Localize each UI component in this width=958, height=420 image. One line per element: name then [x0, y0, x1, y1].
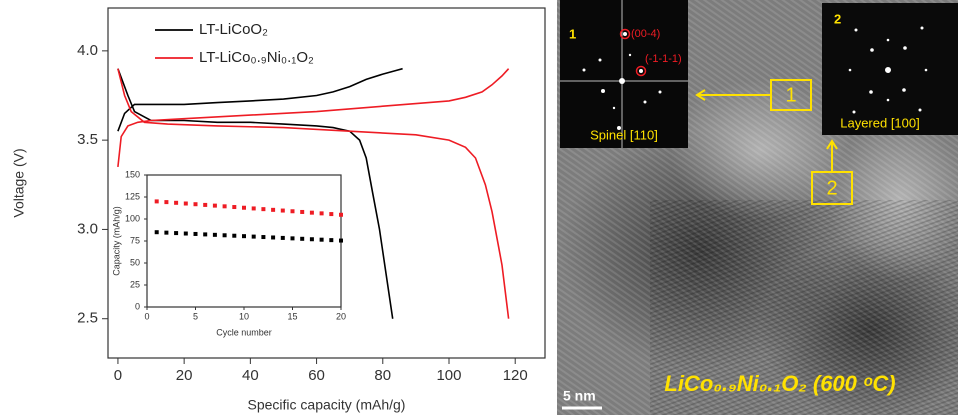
fft-inset-1: 1 (00-4) (-1-1-1) Spinel [110] — [560, 0, 688, 148]
data-point — [281, 236, 285, 240]
y-tick-label: 3.5 — [77, 131, 98, 148]
fft-caption: Spinel [110] — [590, 127, 658, 142]
data-point — [194, 202, 198, 206]
x-tick-label: 80 — [374, 367, 391, 384]
y-tick-label: 50 — [130, 257, 140, 267]
y-tick-label: 2.5 — [77, 310, 98, 327]
data-point — [223, 233, 227, 237]
data-point — [329, 212, 333, 216]
data-point — [261, 207, 265, 211]
data-point — [261, 235, 265, 239]
data-point — [213, 233, 217, 237]
data-point — [242, 234, 246, 238]
scale-label: 5 nm — [563, 388, 596, 404]
data-point — [271, 235, 275, 239]
callout-label: 2 — [826, 177, 837, 199]
data-point — [232, 205, 236, 209]
data-point — [310, 237, 314, 241]
data-point — [184, 232, 188, 236]
data-point — [291, 209, 295, 213]
x-tick-label: 5 — [193, 312, 198, 322]
figure: 1 (00-4) (-1-1-1) Spinel [110] 2 Layered… — [0, 0, 958, 415]
x-tick-label: 40 — [242, 367, 259, 384]
data-point — [252, 206, 256, 210]
data-point — [320, 238, 324, 242]
data-point — [281, 209, 285, 213]
x-tick-label: 0 — [144, 312, 149, 322]
x-tick-label: 20 — [336, 312, 346, 322]
callout-label: 1 — [785, 84, 796, 106]
data-point — [174, 231, 178, 235]
y-tick-label: 75 — [130, 235, 140, 245]
data-point — [232, 234, 236, 238]
data-point — [203, 232, 207, 236]
data-point — [252, 235, 256, 239]
y-tick-label: 3.0 — [77, 220, 98, 237]
data-point — [174, 201, 178, 205]
x-tick-label: 0 — [114, 367, 122, 384]
x-tick-label: 20 — [176, 367, 193, 384]
data-point — [300, 210, 304, 214]
spot-label: (00-4) — [631, 28, 660, 40]
y-axis-label: Voltage (V) — [11, 148, 27, 217]
x-tick-label: 120 — [503, 367, 528, 384]
x-tick-label: 100 — [436, 367, 461, 384]
x-tick-label: 10 — [239, 312, 249, 322]
data-point — [291, 236, 295, 240]
fft-number: 2 — [834, 11, 841, 26]
fft-caption: Layered [100] — [840, 115, 920, 130]
y-tick-label: 100 — [125, 213, 140, 223]
legend-label: LT-LiCo₀.₉Ni₀.₁O₂ — [199, 49, 314, 66]
sample-label: LiCo₀.₉Ni₀.₁O₂ (600 ᵒC) — [664, 371, 895, 396]
data-point — [339, 213, 343, 217]
y-tick-label: 4.0 — [77, 42, 98, 59]
data-point — [300, 237, 304, 241]
y-tick-label: 150 — [125, 169, 140, 179]
data-point — [203, 203, 207, 207]
fft-inset-2: 2 Layered [100] — [822, 3, 958, 135]
fft-number: 1 — [569, 26, 576, 41]
x-tick-label: 60 — [308, 367, 325, 384]
data-point — [329, 238, 333, 242]
data-point — [155, 230, 159, 234]
x-axis-label: Cycle number — [216, 327, 272, 337]
data-point — [310, 211, 314, 215]
y-tick-label: 125 — [125, 191, 140, 201]
data-point — [339, 239, 343, 243]
data-point — [164, 231, 168, 235]
x-tick-label: 15 — [287, 312, 297, 322]
data-point — [223, 204, 227, 208]
data-point — [320, 211, 324, 215]
data-point — [164, 200, 168, 204]
y-axis-label: Capacity (mAh/g) — [111, 206, 121, 276]
x-axis-label: Specific capacity (mAh/g) — [248, 397, 406, 413]
chart-1: 0 5 10 15 20 0 25 50 75 100 125 150 Cycle number Capa… — [111, 169, 346, 337]
micrograph: 1 (00-4) (-1-1-1) Spinel [110] 2 Layered… — [557, 0, 958, 415]
spot-label: (-1-1-1) — [645, 53, 682, 65]
y-tick-label: 25 — [130, 279, 140, 289]
data-point — [213, 204, 217, 208]
data-point — [271, 208, 275, 212]
legend-label: LT-LiCoO₂ — [199, 21, 268, 38]
y-tick-label: 0 — [135, 301, 140, 311]
data-point — [155, 199, 159, 203]
data-point — [194, 232, 198, 236]
data-point — [242, 206, 246, 210]
data-point — [184, 202, 188, 206]
